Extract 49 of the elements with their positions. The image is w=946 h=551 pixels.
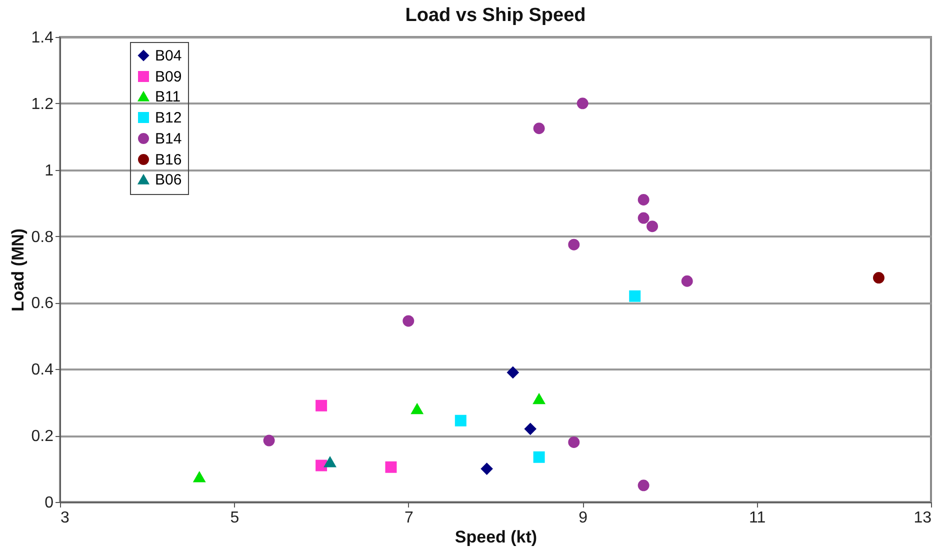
point bbox=[194, 472, 206, 482]
y-axis-title: Load (MN) bbox=[8, 228, 28, 312]
point bbox=[316, 460, 328, 472]
legend-label: B12 bbox=[155, 110, 182, 126]
x-tick-label: 5 bbox=[230, 510, 240, 526]
point bbox=[681, 275, 693, 287]
point bbox=[568, 238, 580, 250]
y-tick-label: 0.4 bbox=[31, 362, 54, 379]
point bbox=[385, 461, 397, 473]
point bbox=[324, 457, 336, 468]
y-tick-label: 0 bbox=[44, 494, 54, 512]
point bbox=[533, 122, 545, 134]
point bbox=[454, 414, 466, 426]
point bbox=[646, 220, 658, 232]
point bbox=[481, 463, 493, 475]
point bbox=[507, 366, 519, 378]
point bbox=[568, 436, 580, 448]
point bbox=[316, 400, 328, 412]
legend-label: B06 bbox=[155, 172, 182, 188]
legend-label: B04 bbox=[155, 48, 182, 64]
y-tick-label: 0.6 bbox=[31, 295, 54, 312]
point bbox=[411, 404, 423, 414]
legend-label: B11 bbox=[155, 88, 181, 106]
point bbox=[402, 315, 414, 327]
x-tick-label: 3 bbox=[60, 510, 70, 526]
legend-label: B09 bbox=[155, 68, 182, 86]
point bbox=[638, 480, 650, 492]
chart-title: Load vs Ship Speed bbox=[405, 5, 586, 26]
y-tick-label: 1.4 bbox=[31, 30, 54, 46]
point bbox=[638, 194, 650, 206]
point bbox=[533, 451, 545, 463]
x-axis-title: Speed (kt) bbox=[454, 528, 538, 546]
point bbox=[576, 98, 588, 110]
y-tick-label: 1 bbox=[44, 162, 54, 180]
x-tick-label: 9 bbox=[578, 510, 588, 526]
point bbox=[872, 272, 884, 284]
point bbox=[533, 394, 545, 404]
x-tick-label: 13 bbox=[914, 510, 932, 526]
point bbox=[263, 434, 275, 446]
y-tick-label: 0.8 bbox=[31, 228, 54, 246]
point bbox=[524, 423, 536, 435]
y-tick-label: 1.2 bbox=[31, 96, 54, 113]
point bbox=[629, 290, 641, 302]
y-tick-label: 0.2 bbox=[31, 428, 54, 446]
x-tick-label: 11 bbox=[748, 510, 766, 526]
x-tick-label: 7 bbox=[404, 510, 414, 526]
point bbox=[638, 212, 650, 224]
legend-label: B16 bbox=[155, 152, 182, 168]
legend-label: B14 bbox=[155, 130, 182, 148]
